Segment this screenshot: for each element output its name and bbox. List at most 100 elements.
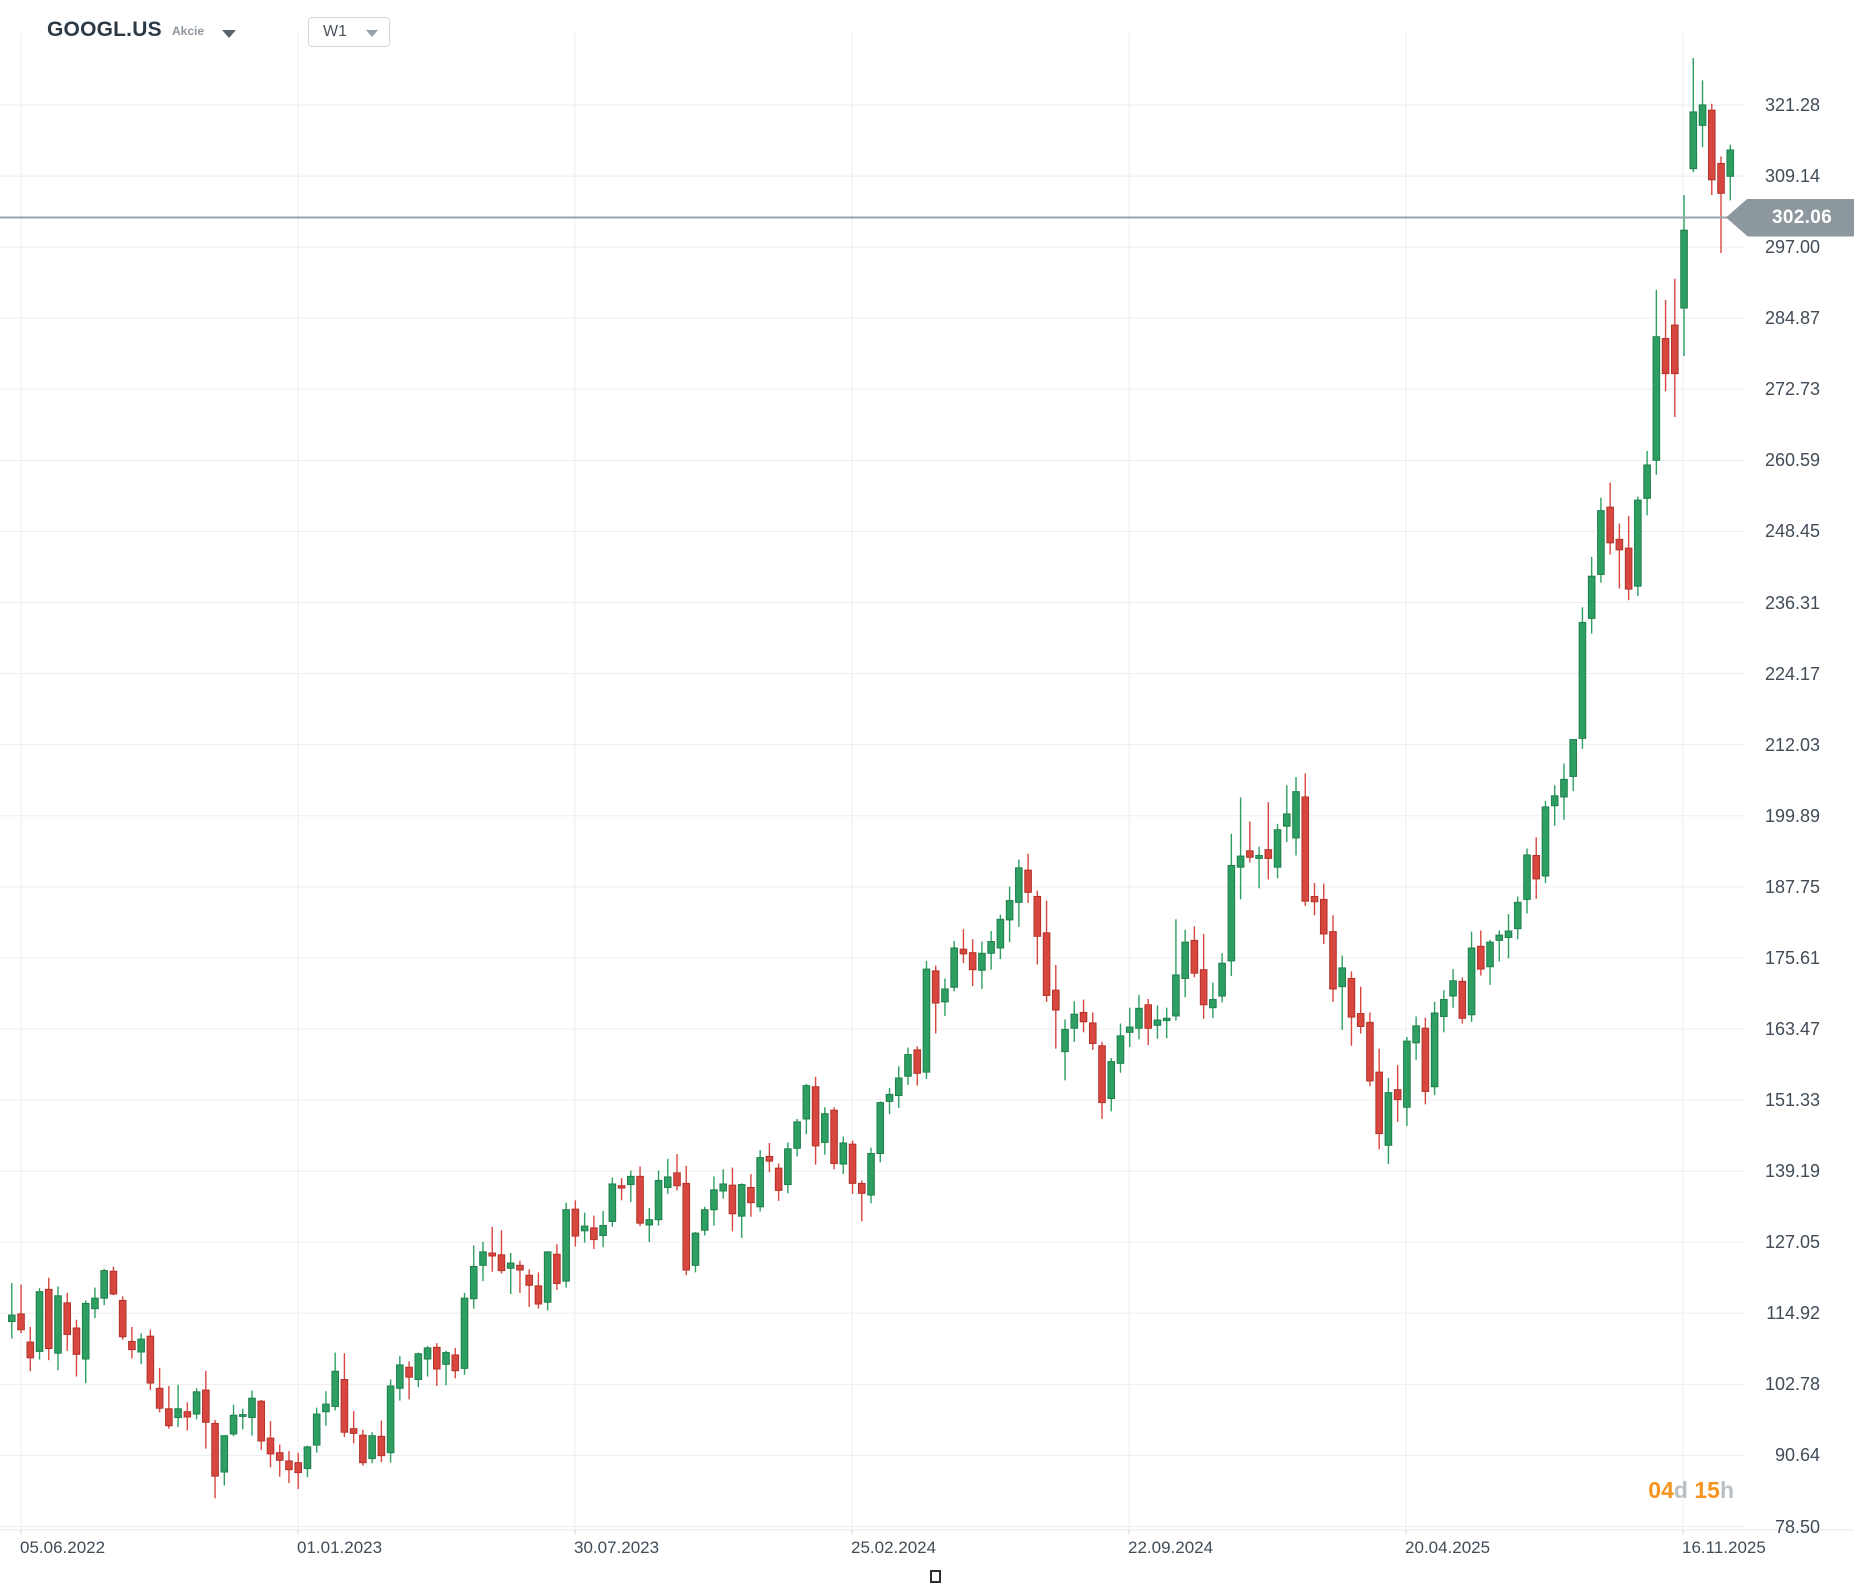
candle[interactable]	[220, 1435, 229, 1486]
candle[interactable]	[516, 1260, 524, 1293]
candle[interactable]	[211, 1419, 219, 1499]
candle[interactable]	[1218, 953, 1226, 1003]
candle[interactable]	[26, 1326, 35, 1372]
candle[interactable]	[54, 1286, 62, 1371]
candle[interactable]	[553, 1244, 561, 1290]
candle[interactable]	[904, 1047, 912, 1086]
candle[interactable]	[1255, 846, 1263, 889]
candle[interactable]	[8, 1282, 16, 1339]
candle[interactable]	[1458, 977, 1467, 1024]
candle[interactable]	[1209, 982, 1217, 1019]
candle[interactable]	[959, 929, 968, 964]
candle[interactable]	[1162, 1007, 1171, 1039]
candle[interactable]	[266, 1421, 275, 1468]
candle[interactable]	[756, 1150, 764, 1212]
candle[interactable]	[1671, 278, 1679, 417]
candle[interactable]	[405, 1361, 413, 1400]
candle[interactable]	[1652, 289, 1661, 475]
candle[interactable]	[1550, 785, 1559, 826]
candle[interactable]	[469, 1245, 478, 1309]
candle[interactable]	[627, 1170, 635, 1203]
candle[interactable]	[1661, 299, 1670, 392]
candle[interactable]	[229, 1404, 238, 1437]
candle[interactable]	[931, 965, 940, 1034]
candle[interactable]	[821, 1107, 829, 1155]
candle[interactable]	[645, 1207, 654, 1242]
chevron-down-icon[interactable]	[222, 30, 236, 38]
candle[interactable]	[1726, 144, 1735, 201]
candle[interactable]	[1523, 848, 1531, 914]
candle[interactable]	[1319, 883, 1328, 944]
candle[interactable]	[72, 1319, 81, 1377]
candle[interactable]	[1541, 801, 1550, 884]
candle[interactable]	[451, 1347, 460, 1379]
candle[interactable]	[1116, 1023, 1125, 1073]
candle[interactable]	[534, 1272, 543, 1309]
candle[interactable]	[100, 1268, 108, 1306]
candle[interactable]	[857, 1180, 866, 1222]
candle[interactable]	[922, 960, 931, 1080]
candle[interactable]	[876, 1101, 885, 1163]
candle[interactable]	[1282, 785, 1291, 843]
candle[interactable]	[543, 1251, 552, 1311]
candle[interactable]	[1421, 1017, 1430, 1105]
candle[interactable]	[1495, 930, 1504, 962]
candle[interactable]	[867, 1147, 875, 1204]
candle[interactable]	[44, 1277, 53, 1361]
candle[interactable]	[368, 1432, 376, 1464]
candle[interactable]	[118, 1296, 127, 1340]
candle[interactable]	[802, 1083, 811, 1135]
candle[interactable]	[784, 1142, 792, 1194]
candle[interactable]	[1356, 986, 1365, 1034]
candle[interactable]	[1569, 738, 1577, 792]
candle[interactable]	[479, 1241, 487, 1282]
candle[interactable]	[848, 1140, 857, 1194]
candle[interactable]	[1190, 926, 1199, 978]
candle[interactable]	[248, 1390, 256, 1436]
candle[interactable]	[1449, 969, 1457, 1008]
candle[interactable]	[183, 1402, 192, 1431]
candle[interactable]	[257, 1400, 266, 1450]
candle[interactable]	[774, 1163, 783, 1201]
candle[interactable]	[978, 941, 986, 989]
candle[interactable]	[1070, 1001, 1079, 1042]
candle[interactable]	[1366, 1012, 1374, 1087]
candle[interactable]	[617, 1178, 626, 1201]
candle[interactable]	[1264, 802, 1273, 880]
candle[interactable]	[285, 1450, 293, 1484]
candle[interactable]	[719, 1169, 728, 1199]
candle[interactable]	[839, 1136, 848, 1175]
candle[interactable]	[1467, 931, 1476, 1022]
candle[interactable]	[608, 1177, 617, 1227]
candle[interactable]	[747, 1174, 755, 1217]
candle[interactable]	[737, 1183, 746, 1238]
candle[interactable]	[275, 1444, 284, 1477]
candle[interactable]	[331, 1352, 339, 1411]
candle[interactable]	[1615, 523, 1624, 589]
candle[interactable]	[525, 1269, 533, 1307]
candle[interactable]	[238, 1408, 247, 1430]
candle[interactable]	[654, 1170, 663, 1226]
candle[interactable]	[1088, 1012, 1097, 1050]
candle[interactable]	[765, 1142, 774, 1173]
candle[interactable]	[913, 1046, 922, 1086]
candle[interactable]	[340, 1353, 349, 1437]
candle[interactable]	[885, 1087, 894, 1115]
candle[interactable]	[1384, 1077, 1393, 1165]
candle[interactable]	[1227, 833, 1236, 977]
candle[interactable]	[303, 1445, 312, 1478]
candle[interactable]	[155, 1367, 164, 1413]
candle[interactable]	[1079, 999, 1088, 1033]
candle[interactable]	[1717, 156, 1725, 254]
candle[interactable]	[571, 1200, 580, 1247]
candle[interactable]	[728, 1167, 737, 1232]
candle[interactable]	[81, 1300, 90, 1384]
candle[interactable]	[691, 1231, 700, 1273]
candle[interactable]	[91, 1287, 99, 1319]
candle[interactable]	[1486, 939, 1494, 985]
candle[interactable]	[894, 1066, 903, 1108]
candle[interactable]	[1375, 1048, 1383, 1150]
candle[interactable]	[710, 1176, 718, 1226]
candle[interactable]	[63, 1292, 72, 1351]
